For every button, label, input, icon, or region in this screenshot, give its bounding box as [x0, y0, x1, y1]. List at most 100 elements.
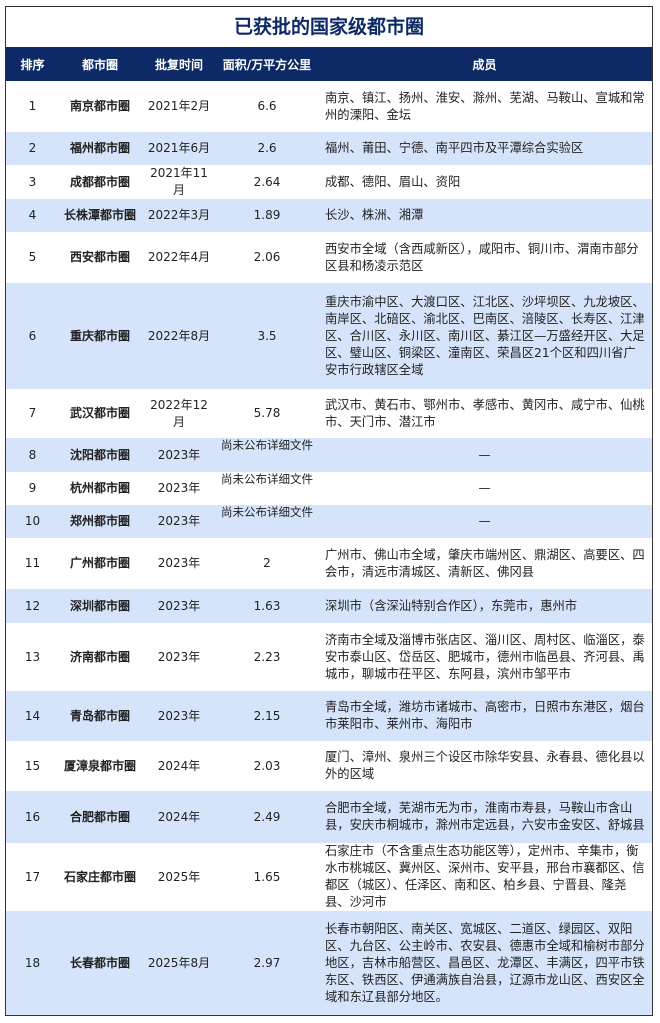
table-row: 1 南京都市圈 2021年2月 6.6 南京、镇江、扬州、淮安、滁州、芜湖、马鞍山、宣城… [6, 81, 652, 132]
members-cell: 合肥市全域，芜湖市无为市，淮南市寿县，马鞍山市含山县，安庆市桐城市，滁州市定远县… [317, 791, 652, 843]
date-cell: 2025年 [157, 869, 201, 884]
table-row: 16 合肥都市圈 2024年 2.49 合肥市全域，芜湖市无为市，淮南市寿县，马鞍山市含… [6, 791, 652, 843]
name-cell: 重庆都市圈 [59, 283, 141, 389]
members-cell: — [478, 481, 491, 495]
date-cell: 2021年11月 [150, 166, 208, 197]
area-cell: 2.15 [217, 691, 317, 741]
name-cell: 杭州都市圈 [69, 481, 130, 495]
name-cell: 南京都市圈 [69, 99, 130, 113]
name-cell: 广州都市圈 [69, 556, 130, 570]
area-cell: 2.49 [217, 791, 317, 843]
table-row: 9 杭州都市圈 2023年 尚未公布详细文件 — [6, 472, 652, 505]
table-row: 12 深圳都市圈 2023年 1.63 深圳市（含深汕特别合作区），东莞市，惠州市 [6, 589, 652, 623]
name-cell: 福州都市圈 [59, 132, 141, 165]
date-cell: 2023年 [157, 649, 201, 664]
header-rank: 排序 [6, 47, 59, 81]
table-row: 11 广州都市圈 2023年 2 广州市、佛山市全域，肇庆市端州区、鼎湖区、高要区、四会… [6, 538, 652, 589]
table-frame: 已获批的国家级都市圈 排序 都市圈 批复时间 面积/万平方公里 成员 1 南京都市… [5, 6, 653, 1016]
name-cell: 合肥都市圈 [59, 791, 141, 843]
rank-cell: 14 [6, 691, 59, 741]
name-cell: 郑州都市圈 [59, 505, 141, 538]
name-cell: 沈阳都市圈 [59, 438, 141, 472]
header-row: 排序 都市圈 批复时间 面积/万平方公里 成员 [6, 47, 652, 81]
table-row: 15 厦漳泉都市圈 2024年 2.03 厦门、漳州、泉州三个设区市除华安县、永春县、德… [6, 741, 652, 791]
date-cell: 2023年 [141, 589, 217, 623]
rank-cell: 1 [28, 99, 37, 113]
members-cell: 西安市全域（含西咸新区），咸阳市、铜川市、渭南市部分区县和杨凌示范区 [325, 241, 639, 273]
rank-cell: 9 [28, 481, 37, 495]
name-cell: 厦漳泉都市圈 [63, 758, 136, 773]
table-row: 18 长春都市圈 2025年8月 2.97 长春市朝阳区、南关区、宽城区、二道区、绿园区… [6, 911, 652, 1015]
name-cell: 深圳都市圈 [59, 589, 141, 623]
date-cell: 2024年 [141, 791, 217, 843]
date-cell: 2021年6月 [141, 132, 217, 165]
header-name: 都市圈 [59, 47, 141, 81]
date-cell: 2023年 [157, 556, 201, 570]
date-cell: 2023年 [141, 438, 217, 472]
rank-cell: 10 [6, 505, 59, 538]
metro-circle-table: 排序 都市圈 批复时间 面积/万平方公里 成员 1 南京都市圈 2021年2月 6.6… [6, 47, 652, 1015]
area-cell: 尚未公布详细文件 [221, 472, 313, 486]
members-cell: 广州市、佛山市全域，肇庆市端州区、鼎湖区、高要区、四会市，清远市清城区、清新区、… [325, 547, 645, 579]
rank-cell: 12 [6, 589, 59, 623]
date-cell: 2025年8月 [141, 911, 217, 1015]
table-row: 10 郑州都市圈 2023年 尚未公布详细文件 — [6, 505, 652, 538]
members-cell: 福州、莆田、宁德、南平四市及平潭综合实验区 [317, 132, 652, 165]
date-cell: 2022年12月 [150, 397, 208, 429]
members-cell: — [317, 438, 652, 472]
name-cell: 青岛都市圈 [59, 691, 141, 741]
date-cell: 2022年3月 [141, 199, 217, 232]
area-cell: 1.63 [217, 589, 317, 623]
table-row: 8 沈阳都市圈 2023年 尚未公布详细文件 — [6, 438, 652, 472]
rank-cell: 15 [24, 758, 41, 773]
members-cell: — [317, 505, 652, 538]
members-cell: 长沙、株洲、湘潭 [317, 199, 652, 232]
table-body: 1 南京都市圈 2021年2月 6.6 南京、镇江、扬州、淮安、滁州、芜湖、马鞍山、宣城… [6, 81, 652, 1015]
date-cell: 2022年4月 [147, 250, 211, 264]
area-cell: 2.6 [217, 132, 317, 165]
rank-cell: 2 [6, 132, 59, 165]
area-cell: 2 [263, 556, 271, 570]
rank-cell: 13 [24, 649, 41, 664]
area-cell: 2.06 [253, 250, 281, 264]
header-members: 成员 [317, 47, 652, 81]
members-cell: 南京、镇江、扬州、淮安、滁州、芜湖、马鞍山、宣城和常州的溧阳、金坛 [325, 90, 645, 122]
members-cell: 深圳市（含深汕特别合作区），东莞市，惠州市 [317, 589, 652, 623]
name-cell: 济南都市圈 [69, 649, 130, 664]
rank-cell: 8 [6, 438, 59, 472]
members-cell: 厦门、漳州、泉州三个设区市除华安县、永春县、德化县以外的区域 [325, 750, 645, 781]
area-cell: 2.97 [217, 911, 317, 1015]
table-row: 17 石家庄都市圈 2025年 1.65 石家庄市（不含重点生态功能区等），定州市、辛集… [6, 843, 652, 911]
name-cell: 成都都市圈 [69, 174, 130, 189]
date-cell: 2021年2月 [147, 99, 211, 113]
rank-cell: 18 [6, 911, 59, 1015]
table-row: 7 武汉都市圈 2022年12月 5.78 武汉市、黄石市、鄂州市、孝感市、黄冈市、咸宁… [6, 389, 652, 438]
rank-cell: 6 [6, 283, 59, 389]
area-cell: 1.65 [253, 869, 281, 884]
area-cell: 尚未公布详细文件 [217, 505, 317, 538]
members-cell: 武汉市、黄石市、鄂州市、孝感市、黄冈市、咸宁市、仙桃市、天门市、潜江市 [325, 397, 645, 429]
table-row: 2 福州都市圈 2021年6月 2.6 福州、莆田、宁德、南平四市及平潭综合实验区 [6, 132, 652, 165]
members-cell: 石家庄市（不含重点生态功能区等），定州市、辛集市，衡水市桃城区、冀州区、深州市、… [325, 844, 645, 909]
area-cell: 3.5 [217, 283, 317, 389]
name-cell: 长春都市圈 [59, 911, 141, 1015]
table-row: 3 成都都市圈 2021年11月 2.64 成都、德阳、眉山、资阳 [6, 165, 652, 199]
rank-cell: 5 [28, 250, 37, 264]
members-cell: 济南市全域及淄博市张店区、淄川区、周村区、临淄区，泰安市泰山区、岱岳区、肥城市，… [325, 632, 645, 681]
rank-cell: 17 [24, 869, 41, 884]
area-cell: 2.64 [253, 174, 281, 189]
area-cell: 2.03 [253, 758, 281, 773]
area-cell: 5.78 [253, 406, 281, 420]
date-cell: 2023年 [141, 505, 217, 538]
name-cell: 长株潭都市圈 [59, 199, 141, 232]
area-cell: 1.89 [217, 199, 317, 232]
members-cell: 青岛市全域，潍坊市诸城市、高密市，日照市东港区，烟台市莱阳市、莱州市、海阳市 [317, 691, 652, 741]
members-cell: 长春市朝阳区、南关区、宽城区、二道区、绿园区、双阳区、九台区、公主岭市、农安县、… [317, 911, 652, 1015]
header-date: 批复时间 [141, 47, 217, 81]
rank-cell: 11 [24, 556, 41, 570]
date-cell: 2023年 [157, 481, 201, 495]
page-title: 已获批的国家级都市圈 [233, 16, 424, 38]
area-cell: 6.6 [257, 99, 277, 113]
members-cell: 成都、德阳、眉山、资阳 [325, 174, 461, 189]
area-cell: 2.23 [253, 649, 281, 664]
